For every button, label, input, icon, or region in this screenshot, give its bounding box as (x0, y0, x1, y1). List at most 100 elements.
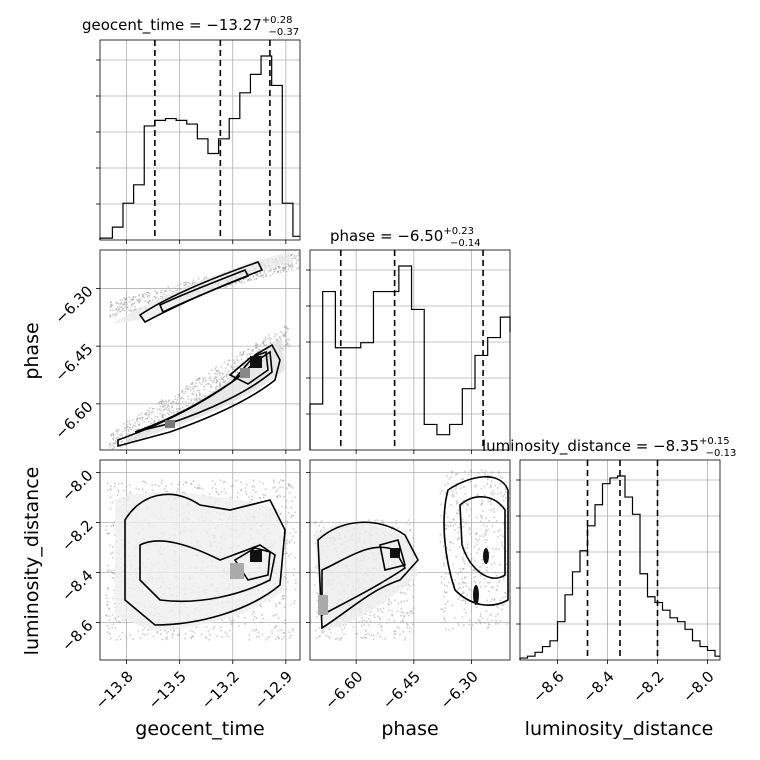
sample-point (378, 623, 381, 626)
sample-point (457, 598, 460, 600)
sample-point (450, 476, 453, 478)
sample-point (141, 419, 144, 421)
sample-point (496, 605, 498, 608)
sample-point (110, 525, 112, 527)
sample-point (493, 493, 496, 495)
sample-point (484, 474, 487, 476)
sample-point (198, 397, 200, 400)
sample-point (284, 622, 286, 625)
sample-point (500, 604, 503, 607)
sample-point (109, 442, 111, 445)
sample-point (240, 358, 243, 361)
sample-point (219, 383, 222, 385)
sample-point (255, 344, 257, 347)
panel-frame (99, 459, 301, 661)
sample-point (497, 622, 499, 625)
sample-point (290, 264, 292, 266)
sample-point (184, 637, 187, 640)
sample-point (144, 417, 147, 420)
sample-point (498, 580, 501, 582)
sample-point (468, 587, 470, 590)
sample-point (381, 629, 383, 632)
sample-point (259, 271, 262, 274)
sample-point (407, 624, 409, 627)
sample-point (493, 516, 496, 518)
sample-point (479, 535, 481, 537)
sample-point (239, 353, 241, 356)
sample-point (260, 621, 263, 624)
sample-point (112, 436, 115, 439)
sample-point (370, 634, 373, 637)
sample-point (113, 589, 115, 591)
sample-point (329, 628, 331, 631)
sample-point (236, 365, 239, 368)
xlabel-phase: phase (381, 718, 438, 740)
sample-point (113, 577, 116, 580)
sample-point (177, 483, 180, 486)
sample-point (109, 637, 112, 640)
sample-point (499, 563, 501, 566)
sample-point (115, 430, 117, 432)
sample-point (457, 587, 460, 590)
sample-point (287, 581, 289, 584)
sample-point (492, 586, 494, 589)
sample-point (276, 338, 278, 341)
sample-point (109, 507, 112, 510)
sample-point (277, 629, 280, 632)
sample-point (470, 596, 473, 598)
sample-point (251, 613, 254, 616)
sample-point (155, 291, 158, 294)
sample-point (287, 344, 289, 347)
sample-point (124, 302, 126, 304)
sample-point (485, 530, 488, 533)
sample-point (125, 298, 127, 301)
sample-point (443, 610, 445, 613)
sample-point (372, 634, 375, 637)
sample-point (476, 540, 479, 542)
sample-point (274, 638, 277, 641)
sample-point (133, 424, 136, 426)
sample-point (287, 483, 290, 486)
sample-point (379, 618, 381, 621)
sample-point (141, 295, 144, 298)
sample-point (202, 379, 205, 381)
sample-point (493, 561, 496, 564)
sample-point (291, 268, 293, 271)
sample-point (454, 523, 456, 526)
sample-point (457, 573, 460, 575)
sample-point (215, 381, 218, 384)
sample-point (209, 379, 212, 382)
sample-point (129, 428, 132, 431)
sample-point (155, 296, 158, 298)
sample-point (444, 621, 447, 623)
sample-point (365, 637, 368, 639)
sample-point (121, 309, 124, 312)
sample-point (373, 613, 376, 616)
sample-point (167, 286, 170, 288)
sample-point (284, 347, 287, 350)
sample-point (265, 339, 267, 341)
sample-point (120, 441, 123, 443)
sample-point (481, 500, 484, 502)
sample-point (264, 638, 267, 641)
panel-frame (99, 249, 301, 451)
sample-point (211, 487, 214, 489)
sample-point (149, 407, 151, 409)
sample-point (133, 309, 136, 312)
sample-point (473, 545, 476, 548)
sample-point (240, 282, 243, 284)
density-phase-geocent (112, 252, 292, 448)
sample-point (443, 584, 446, 587)
sample-point (106, 603, 108, 606)
sample-point (126, 420, 128, 423)
sample-point (480, 559, 483, 561)
sample-point (277, 636, 280, 639)
sample-point (258, 635, 261, 638)
sample-point (194, 281, 196, 284)
sample-point (479, 520, 482, 523)
sample-point (462, 586, 465, 589)
sample-point (118, 429, 120, 431)
sample-point (283, 597, 285, 600)
sample-point (237, 491, 239, 494)
sample-point (105, 525, 108, 528)
